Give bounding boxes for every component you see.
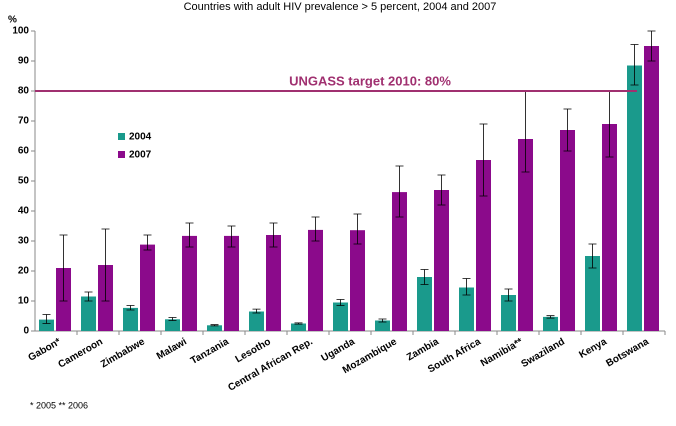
bar [123, 307, 138, 331]
y-axis-label: % [8, 15, 17, 26]
error-bar [168, 317, 177, 321]
bar [434, 190, 449, 331]
y-tick-label: 70 [18, 116, 30, 127]
error-bar [462, 278, 471, 296]
bar [375, 320, 390, 331]
bar [459, 287, 474, 331]
bar [476, 160, 491, 331]
bar [333, 302, 348, 331]
y-tick-label: 0 [23, 326, 29, 337]
bar [182, 235, 197, 331]
error-bar [210, 324, 219, 327]
bar [249, 311, 264, 331]
error-bar [437, 174, 446, 206]
bar [207, 325, 222, 331]
legend-label: 2007 [129, 150, 152, 161]
error-bar [227, 225, 236, 248]
error-bar [269, 222, 278, 248]
y-tick-label: 90 [18, 56, 30, 67]
error-bar [294, 322, 303, 325]
bar [350, 230, 365, 331]
x-tick-label: Cameroon [56, 336, 104, 370]
error-bar [588, 243, 597, 269]
error-bar [378, 318, 387, 323]
error-bar [84, 291, 93, 302]
y-tick-label: 20 [18, 266, 30, 277]
bar [627, 65, 642, 331]
error-bar [647, 30, 656, 62]
x-tick-label: Botswana [604, 336, 651, 369]
error-bar [311, 216, 320, 242]
error-bar [59, 234, 68, 302]
error-bar [563, 108, 572, 152]
legend-swatch [118, 133, 125, 140]
bar [39, 319, 54, 331]
error-bar [336, 299, 345, 306]
bar [81, 296, 96, 331]
x-tick-label: Zimbabwe [99, 336, 147, 370]
y-tick-label: 80 [18, 86, 30, 97]
bar [266, 235, 281, 331]
bar [644, 46, 659, 331]
bar [392, 192, 407, 331]
y-tick-label: 40 [18, 206, 30, 217]
y-tick-label: 50 [18, 176, 30, 187]
chart-title: Countries with adult HIV prevalence > 5 … [184, 1, 497, 13]
error-bar [479, 123, 488, 197]
legend-label: 2004 [129, 132, 152, 143]
bar [602, 124, 617, 331]
x-tick-label: Kenya [577, 336, 609, 361]
bar [308, 229, 323, 331]
y-tick-label: 30 [18, 236, 30, 247]
bar [291, 323, 306, 331]
target-label: UNGASS target 2010: 80% [289, 73, 451, 88]
error-bar [126, 305, 135, 311]
error-bar [546, 315, 555, 319]
error-bar [630, 44, 639, 86]
error-bar [504, 288, 513, 302]
y-tick-label: 60 [18, 146, 30, 157]
x-tick-label: Malawi [155, 336, 189, 362]
footnote: * 2005 ** 2006 [30, 400, 88, 410]
bar [518, 139, 533, 331]
bar [501, 295, 516, 331]
bar [543, 316, 558, 331]
y-tick-label: 10 [18, 296, 30, 307]
error-bar [42, 314, 51, 324]
bar [224, 235, 239, 331]
bar [140, 244, 155, 331]
x-tick-label: Tanzania [189, 336, 231, 367]
error-bar [185, 222, 194, 248]
y-tick-label: 100 [12, 26, 29, 37]
bar [585, 256, 600, 331]
error-bar [143, 234, 152, 251]
bar [560, 130, 575, 331]
error-bar [353, 213, 362, 245]
error-bar [420, 269, 429, 285]
error-bar [395, 165, 404, 218]
error-bar [101, 228, 110, 302]
x-tick-label: Swaziland [519, 336, 566, 370]
legend-swatch [118, 151, 125, 158]
bar [417, 277, 432, 331]
x-tick-label: Namibia** [479, 336, 525, 369]
error-bar [252, 308, 261, 314]
bar [165, 319, 180, 331]
